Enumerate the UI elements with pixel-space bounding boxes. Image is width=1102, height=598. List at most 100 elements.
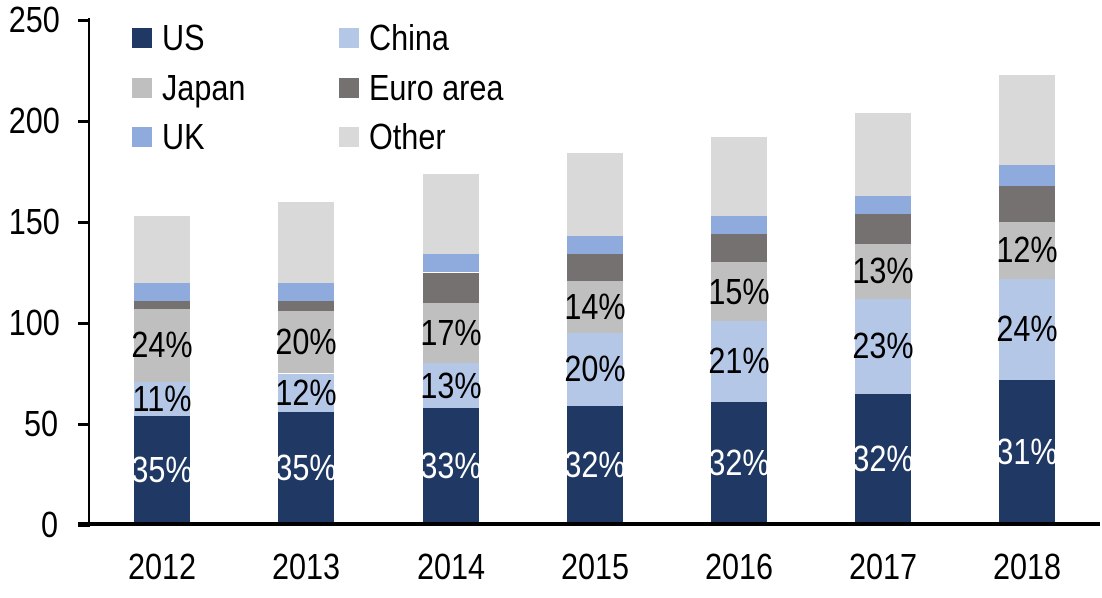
bar-label-china-2017: 23%: [852, 325, 914, 367]
y-tick-label-0: 0: [40, 504, 58, 545]
legend-swatch-other: [339, 127, 359, 147]
x-tick-label-2014: 2014: [416, 546, 485, 587]
bar-label-china-2013: 12%: [275, 371, 337, 413]
legend-label-us: US: [162, 17, 205, 58]
bar-segment-japan-2015: [566, 280, 623, 334]
legend-label-uk: UK: [162, 116, 205, 157]
bar-segment-japan-2016: [710, 262, 767, 321]
y-tick-label-250: 250: [8, 0, 60, 40]
x-axis-line: [78, 522, 1100, 526]
legend-item-other: Other: [339, 117, 459, 157]
bar-label-us-2013: 35%: [275, 447, 337, 489]
bar-label-china-2015: 20%: [564, 348, 626, 390]
bar-segment-japan-2013: [278, 310, 335, 374]
bar-label-china-2018: 24%: [996, 308, 1058, 350]
bar-label-japan-2016: 15%: [708, 270, 770, 312]
bar-segment-other-2015: [566, 153, 623, 237]
bar-label-japan-2015: 14%: [564, 285, 626, 327]
legend: US China Japan Euro area UK Other: [0, 0, 1102, 170]
bar-segment-china-2015: [566, 333, 623, 406]
y-tick-mark-100: [78, 321, 90, 325]
bar-segment-other-2017: [855, 112, 912, 196]
legend-swatch-us: [132, 28, 152, 48]
bar-segment-other-2014: [422, 173, 479, 255]
x-tick-label-2013: 2013: [272, 546, 341, 587]
bar-label-japan-2018: 12%: [996, 229, 1058, 271]
bar-label-us-2018: 31%: [996, 431, 1058, 473]
bar-segment-euro-area-2015: [566, 254, 623, 281]
bar-segment-uk-2014: [422, 254, 479, 273]
legend-label-other: Other: [369, 116, 446, 157]
bar-label-us-2017: 32%: [852, 438, 914, 480]
bar-segment-us-2014: [422, 407, 479, 525]
legend-item-uk: UK: [132, 117, 212, 157]
bar-segment-uk-2015: [566, 236, 623, 255]
y-axis-line: [88, 18, 90, 526]
bar-segment-japan-2012: [134, 308, 191, 382]
bar-segment-euro-area-2016: [710, 234, 767, 263]
x-tick-label-2015: 2015: [560, 546, 629, 587]
bar-segment-other-2012: [134, 215, 191, 283]
y-tick-mark-50: [78, 422, 90, 426]
y-tick-mark-250: [78, 18, 90, 22]
bar-label-japan-2012: 24%: [131, 324, 193, 366]
bar-label-china-2016: 21%: [708, 340, 770, 382]
bar-segment-euro-area-2017: [855, 213, 912, 245]
bar-segment-china-2018: [999, 278, 1056, 380]
bar-segment-china-2012: [134, 381, 191, 416]
bar-segment-china-2017: [855, 298, 912, 394]
bar-segment-uk-2018: [999, 165, 1056, 186]
legend-label-china: China: [369, 17, 449, 58]
legend-item-china: China: [339, 18, 463, 58]
bar-segment-us-2015: [566, 405, 623, 525]
bar-label-us-2016: 32%: [708, 442, 770, 484]
y-tick-label-200: 200: [8, 100, 60, 141]
bar-segment-us-2012: [134, 415, 191, 525]
bar-segment-us-2013: [278, 411, 335, 525]
y-tick-mark-150: [78, 220, 90, 224]
legend-item-japan: Japan: [132, 66, 260, 108]
bar-label-us-2014: 33%: [419, 445, 482, 487]
y-tick-mark-200: [78, 119, 90, 123]
bar-segment-china-2014: [422, 363, 479, 408]
legend-swatch-euro-area: [339, 77, 359, 98]
bar-segment-euro-area-2012: [134, 300, 191, 309]
bar-segment-other-2016: [710, 137, 767, 216]
y-tick-label-100: 100: [8, 302, 60, 343]
bar-segment-china-2016: [710, 320, 767, 402]
bar-label-japan-2017: 13%: [852, 250, 914, 292]
x-tick-label-2016: 2016: [704, 546, 773, 587]
bar-label-china-2014: 13%: [419, 364, 482, 406]
bar-segment-us-2016: [710, 401, 767, 525]
bar-segment-china-2013: [278, 373, 335, 412]
legend-swatch-china: [339, 28, 359, 48]
bar-label-japan-2014: 17%: [419, 312, 482, 354]
x-tick-label-2017: 2017: [849, 546, 918, 587]
bar-segment-uk-2013: [278, 282, 335, 301]
bar-segment-japan-2017: [855, 244, 912, 299]
legend-item-us: US: [132, 18, 212, 58]
bar-segment-uk-2016: [710, 215, 767, 235]
bar-label-us-2012: 35%: [131, 449, 193, 491]
x-tick-label-2018: 2018: [993, 546, 1062, 587]
y-tick-label-150: 150: [8, 201, 60, 242]
bar-segment-other-2018: [999, 74, 1056, 166]
bar-segment-uk-2017: [855, 195, 912, 214]
legend-label-japan: Japan: [162, 66, 246, 108]
bar-label-japan-2013: 20%: [275, 321, 337, 363]
bar-segment-euro-area-2014: [422, 272, 479, 303]
bar-segment-euro-area-2018: [999, 185, 1056, 222]
legend-label-euro-area: Euro area: [369, 66, 504, 108]
bar-label-us-2015: 32%: [564, 444, 626, 486]
legend-swatch-uk: [132, 127, 152, 147]
legend-item-euro-area: Euro area: [339, 66, 527, 108]
bar-segment-uk-2012: [134, 282, 191, 301]
y-tick-mark-0: [78, 523, 90, 527]
bar-segment-us-2017: [855, 393, 912, 525]
bar-segment-us-2018: [999, 379, 1056, 525]
legend-swatch-japan: [132, 77, 152, 98]
